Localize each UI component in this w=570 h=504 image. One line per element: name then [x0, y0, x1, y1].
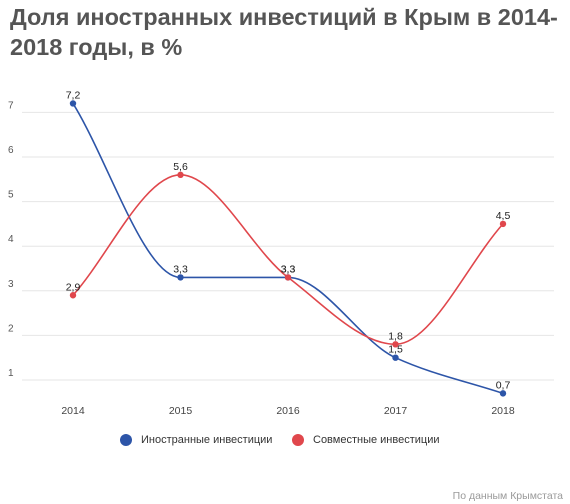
- data-point-joint: [69, 292, 77, 299]
- y-tick-label: 2: [8, 323, 14, 334]
- data-point-foreign: [392, 354, 399, 361]
- data-label-joint: 2,9: [66, 281, 81, 293]
- data-label-foreign: 7,2: [66, 89, 81, 101]
- y-tick-label: 1: [8, 368, 14, 379]
- x-tick-label: 2016: [276, 405, 300, 417]
- data-point-foreign: [69, 100, 77, 107]
- data-point-foreign: [177, 274, 184, 281]
- legend-label: Иностранные инвестиции: [141, 434, 273, 446]
- data-label-foreign: 0,7: [496, 379, 511, 391]
- legend: Иностранные инвестиции Совместные инвести…: [0, 434, 570, 454]
- data-label-joint: 5,6: [173, 161, 188, 173]
- data-point-joint: [499, 220, 507, 228]
- legend-marker: [120, 434, 132, 446]
- y-tick-label: 7: [8, 100, 14, 111]
- data-point-joint: [392, 341, 399, 348]
- data-label-foreign: 3,3: [173, 263, 188, 275]
- legend-item-foreign: Иностранные инвестиции: [120, 434, 272, 446]
- chart-title: Доля иностранных инвестиций в Крым в 201…: [10, 4, 558, 60]
- series-line-foreign: [72, 103, 504, 395]
- x-tick-label: 2017: [384, 405, 408, 417]
- x-tick-label: 2015: [169, 405, 193, 417]
- legend-item-joint: Совместные инвестиции: [292, 434, 439, 446]
- data-point-foreign: [499, 390, 507, 397]
- data-label-joint: 3,3: [281, 263, 296, 275]
- data-point-joint: [177, 171, 184, 179]
- y-tick-label: 3: [8, 279, 14, 290]
- x-tick-label: 2018: [491, 405, 515, 417]
- y-tick-label: 4: [8, 234, 14, 245]
- data-label-foreign: 3,3: [281, 263, 296, 275]
- x-tick-label: 2014: [61, 405, 85, 417]
- legend-marker: [292, 434, 304, 446]
- data-label-joint: 1,8: [388, 330, 403, 342]
- y-tick-label: 6: [8, 145, 14, 156]
- data-label-foreign: 1,5: [388, 344, 403, 356]
- y-tick-label: 5: [8, 190, 14, 201]
- data-point-joint: [284, 274, 292, 281]
- data-label-joint: 4,5: [496, 210, 511, 222]
- series-line-joint: [72, 174, 504, 346]
- source-note: По данным Крымстата: [452, 490, 563, 502]
- legend-label: Совместные инвестиции: [313, 434, 440, 446]
